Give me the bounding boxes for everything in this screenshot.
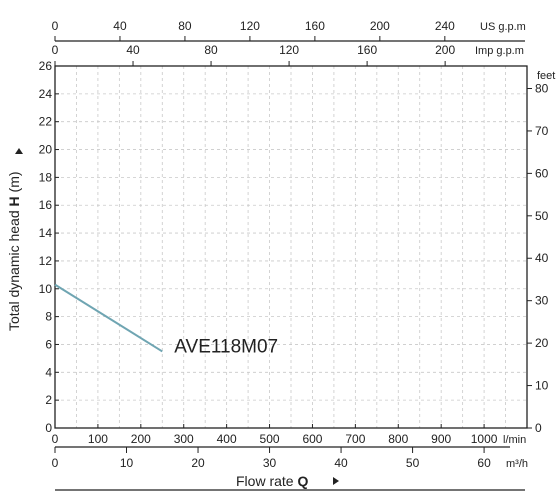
tick-label: 40	[535, 251, 549, 265]
tick-label: 40	[113, 19, 127, 33]
tick-label: 240	[435, 19, 455, 33]
top-imp-gpm-ticks: 0 40 80 120 160 200	[52, 43, 455, 66]
tick-label: 40	[126, 43, 140, 57]
tick-label: 0	[535, 421, 542, 435]
tick-label: 200	[435, 43, 455, 57]
tick-label: 4	[45, 365, 52, 379]
tick-label: 10	[535, 379, 549, 393]
bottom-lmin-unit: l/min	[503, 434, 526, 446]
tick-label: 20	[191, 456, 205, 470]
tick-label: 30	[263, 456, 277, 470]
tick-label: 0	[52, 19, 59, 33]
tick-label: 80	[535, 81, 549, 95]
tick-label: 200	[131, 432, 151, 446]
y-axis-arrow-icon	[15, 148, 23, 154]
tick-label: 160	[357, 43, 377, 57]
tick-label: 100	[88, 432, 108, 446]
tick-label: 22	[39, 115, 53, 129]
tick-label: 18	[39, 170, 53, 184]
right-axis-ticks: 0 10 20 30 40 50 60 70 80	[527, 81, 549, 435]
plot-frame	[54, 65, 528, 429]
tick-label: 500	[260, 432, 280, 446]
tick-label: 60	[535, 166, 549, 180]
tick-label: 80	[204, 43, 218, 57]
tick-label: 1000	[471, 432, 498, 446]
tick-label: 0	[52, 432, 59, 446]
tick-label: 700	[345, 432, 365, 446]
tick-label: 50	[535, 209, 549, 223]
tick-label: 10	[120, 456, 134, 470]
tick-label: 16	[39, 198, 53, 212]
bottom-lmin-ticks: 0 100 200 300 400 500 600 700 800 900 1000	[52, 424, 498, 446]
grid	[55, 66, 527, 428]
series-label: AVE118M07	[174, 336, 278, 357]
bottom-m3h-unit: m³/h	[506, 458, 528, 470]
top-us-gpm-ticks: 0 40 80 120 160 200 240	[52, 19, 455, 41]
x-axis-arrow-icon	[333, 477, 339, 485]
tick-label: 80	[178, 19, 192, 33]
tick-label: 0	[45, 421, 52, 435]
axes-lines	[55, 40, 525, 491]
x-axis-title: Flow rate Q	[236, 473, 308, 489]
series-line	[54, 283, 163, 353]
tick-label: 26	[39, 59, 53, 73]
tick-label: 30	[535, 294, 549, 308]
y-axis-title: Total dynamic head H (m)	[6, 171, 22, 331]
tick-label: 0	[52, 456, 59, 470]
tick-label: 800	[388, 432, 408, 446]
tick-label: 20	[535, 336, 549, 350]
tick-label: 20	[39, 143, 53, 157]
tick-label: 900	[431, 432, 451, 446]
tick-label: 300	[174, 432, 194, 446]
tick-label: 200	[370, 19, 390, 33]
top-imp-unit: Imp g.p.m	[475, 45, 524, 57]
tick-label: 40	[334, 456, 348, 470]
tick-label: 0	[52, 43, 59, 57]
tick-label: 8	[45, 310, 52, 324]
tick-label: 70	[535, 124, 549, 138]
tick-label: 6	[45, 337, 52, 351]
tick-label: 12	[39, 254, 53, 268]
tick-label: 120	[240, 19, 260, 33]
tick-label: 14	[39, 226, 53, 240]
tick-label: 400	[217, 432, 237, 446]
tick-label: 2	[45, 393, 52, 407]
tick-label: 10	[39, 282, 53, 296]
tick-label: 120	[279, 43, 299, 57]
right-feet-unit: feet	[537, 70, 555, 82]
tick-label: 24	[39, 87, 53, 101]
tick-label: 60	[477, 456, 491, 470]
tick-label: 50	[406, 456, 420, 470]
series-group: AVE118M07	[54, 283, 278, 357]
bottom-m3h-ticks: 0 10 20 30 40 50 60	[52, 447, 491, 470]
top-us-unit: US g.p.m	[480, 21, 526, 33]
tick-label: 160	[305, 19, 325, 33]
tick-label: 600	[302, 432, 322, 446]
